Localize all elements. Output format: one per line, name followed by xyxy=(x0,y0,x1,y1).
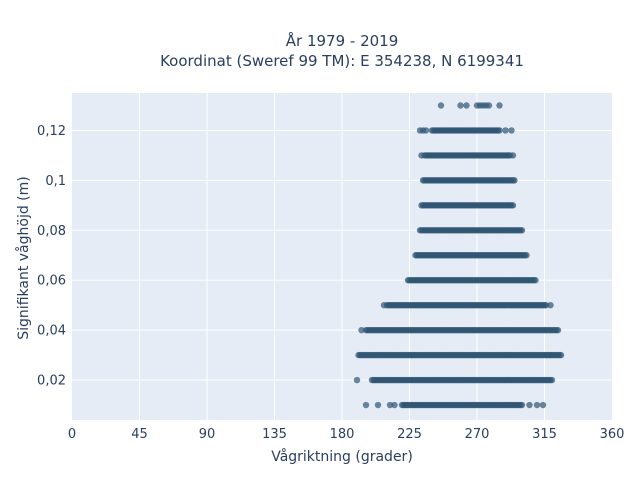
data-point xyxy=(509,202,517,209)
data-point xyxy=(518,401,526,409)
x-tick-label: 180 xyxy=(330,427,355,442)
data-point xyxy=(496,127,503,134)
data-point xyxy=(502,127,509,134)
y-tick-label: 0,02 xyxy=(37,374,66,389)
data-point xyxy=(353,376,361,384)
y-tick-label: 0,08 xyxy=(37,224,66,239)
data-point xyxy=(374,401,382,409)
x-tick-label: 135 xyxy=(262,427,287,442)
data-point xyxy=(542,301,550,309)
y-tick-labels: 0,02 0,04 0,06 0,08 0,1 0,12 xyxy=(37,124,66,389)
x-axis-title: Vågriktning (grader) xyxy=(271,448,413,465)
x-tick-labels: 0 45 90 135 180 225 270 315 360 xyxy=(68,427,625,442)
data-point xyxy=(523,252,530,259)
data-point xyxy=(391,401,398,409)
data-point xyxy=(533,401,541,409)
x-tick-label: 360 xyxy=(600,427,625,442)
data-point xyxy=(539,401,547,409)
y-tick-label: 0,12 xyxy=(37,124,66,139)
data-point xyxy=(548,376,556,384)
x-tick-label: 315 xyxy=(532,427,557,442)
y-axis-title: Signifikant våghöjd (m) xyxy=(15,176,32,339)
data-point xyxy=(422,127,430,134)
data-point xyxy=(457,102,464,109)
data-point xyxy=(358,326,365,334)
data-point xyxy=(418,152,425,159)
data-point xyxy=(509,152,517,159)
x-tick-label: 45 xyxy=(131,427,148,442)
data-point xyxy=(496,102,503,109)
data-points xyxy=(353,102,565,409)
data-point xyxy=(557,351,565,359)
x-tick-label: 0 xyxy=(68,427,76,442)
x-tick-label: 90 xyxy=(199,427,216,442)
data-point xyxy=(386,401,394,409)
x-tick-label: 225 xyxy=(397,427,422,442)
data-point xyxy=(463,102,470,109)
data-point xyxy=(380,301,388,309)
chart-title-line1: År 1979 - 2019 xyxy=(286,31,399,50)
data-point xyxy=(547,301,554,309)
data-point xyxy=(526,401,533,409)
y-tick-label: 0,04 xyxy=(37,324,66,339)
data-point xyxy=(518,227,526,234)
data-point xyxy=(511,177,518,184)
data-point xyxy=(362,401,370,409)
data-point xyxy=(437,102,445,109)
data-point xyxy=(532,277,539,284)
x-tick-label: 270 xyxy=(465,427,490,442)
chart-title-line2: Koordinat (Sweref 99 TM): E 354238, N 61… xyxy=(160,52,524,70)
data-point xyxy=(485,102,493,109)
data-point xyxy=(508,127,515,134)
y-tick-label: 0,06 xyxy=(37,274,66,289)
data-point xyxy=(554,326,562,334)
y-tick-label: 0,1 xyxy=(45,174,66,189)
